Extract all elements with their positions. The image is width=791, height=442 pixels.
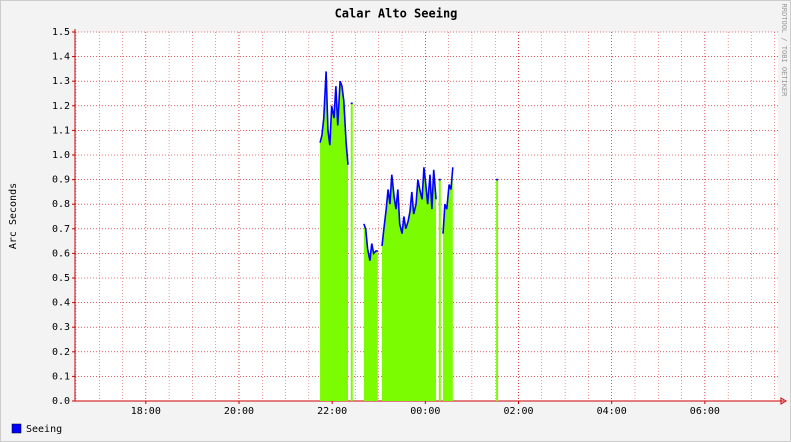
- area: [438, 179, 441, 401]
- y-tick-label: 0.4: [52, 298, 70, 309]
- x-tick-label: 00:00: [410, 406, 440, 417]
- y-tick-label: 0.8: [52, 199, 70, 210]
- y-tick-label: 1.5: [52, 27, 70, 38]
- legend-label: Seeing: [26, 424, 62, 435]
- area: [443, 167, 453, 401]
- y-tick-label: 0.0: [52, 396, 70, 407]
- area: [363, 223, 378, 401]
- area: [350, 103, 353, 401]
- y-tick-label: 0.2: [52, 347, 70, 358]
- line: [363, 223, 378, 261]
- y-tick-label: 1.1: [52, 125, 70, 136]
- y-tick-label: 1.3: [52, 76, 70, 87]
- line: [442, 167, 454, 234]
- y-tick-label: 1.2: [52, 101, 70, 112]
- y-axis-label: Arc Seconds: [8, 183, 19, 249]
- y-tick-label: 0.5: [52, 273, 70, 284]
- area: [382, 167, 437, 401]
- line: [381, 167, 437, 247]
- line: [319, 71, 349, 165]
- x-tick-label: 06:00: [690, 406, 720, 417]
- y-tick-label: 0.1: [52, 371, 70, 382]
- watermark: RRDTOOL / TOBI OETIKER: [780, 4, 788, 98]
- y-tick-label: 1.4: [52, 52, 70, 63]
- x-axis-arrow: [780, 397, 787, 405]
- area: [320, 71, 349, 402]
- area: [496, 179, 499, 401]
- y-tick-label: 0.7: [52, 224, 70, 235]
- x-tick-label: 20:00: [224, 406, 254, 417]
- x-tick-label: 22:00: [317, 406, 347, 417]
- y-tick-label: 0.6: [52, 248, 70, 259]
- y-tick-label: 1.0: [52, 150, 70, 161]
- y-tick-label: 0.9: [52, 175, 70, 186]
- chart-title: Calar Alto Seeing: [335, 7, 458, 21]
- y-tick-label: 0.3: [52, 322, 70, 333]
- x-tick-label: 02:00: [503, 406, 533, 417]
- x-tick-label: 18:00: [131, 406, 161, 417]
- legend-swatch: [11, 423, 22, 434]
- x-tick-label: 04:00: [597, 406, 627, 417]
